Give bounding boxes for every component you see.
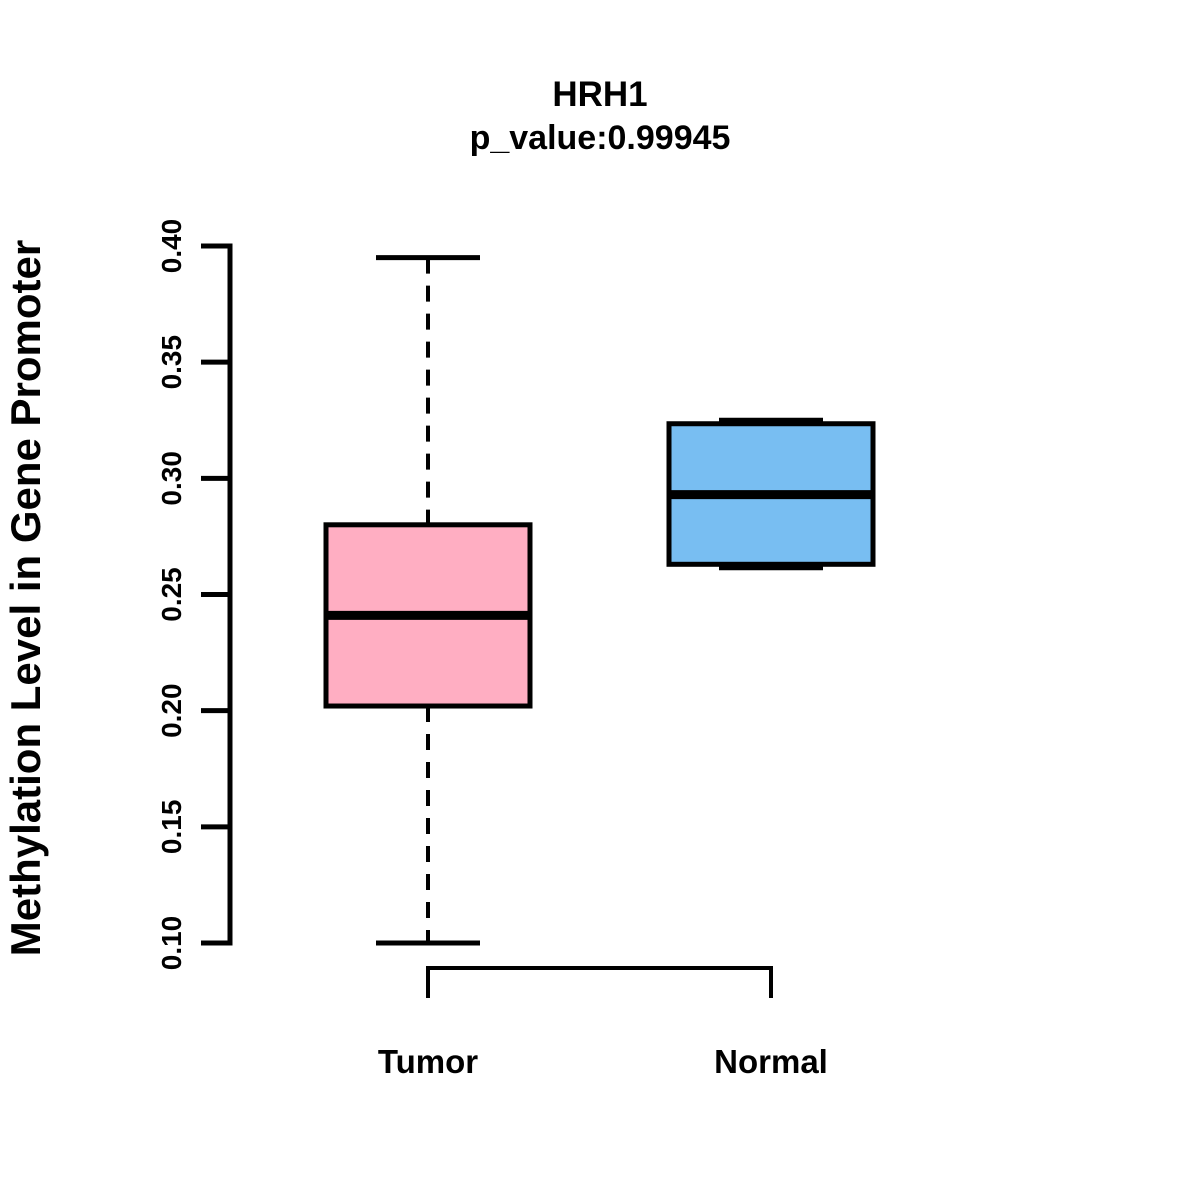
x-category-label-normal: Normal xyxy=(714,1043,828,1080)
y-tick-label: 0.25 xyxy=(156,567,187,622)
x-category-label-tumor: Tumor xyxy=(378,1043,478,1080)
y-axis: 0.10 0.15 0.20 0.25 0.30 0.35 0.40 xyxy=(156,219,233,971)
y-tick-label: 0.30 xyxy=(156,451,187,506)
box-group-tumor xyxy=(323,255,533,946)
x-axis: Tumor Normal xyxy=(378,966,828,1080)
y-axis-title: Methylation Level in Gene Promoter xyxy=(2,240,49,956)
chart-subtitle: p_value:0.99945 xyxy=(470,119,731,157)
box-series xyxy=(323,255,876,946)
y-tick-label: 0.15 xyxy=(156,800,187,855)
y-tick-label: 0.10 xyxy=(156,916,187,971)
box-group-normal xyxy=(666,417,876,571)
y-tick-label: 0.40 xyxy=(156,219,187,274)
x-axis-bracket xyxy=(426,966,773,998)
chart-title: HRH1 xyxy=(552,75,647,114)
y-tick-label: 0.35 xyxy=(156,335,187,390)
y-tick-label: 0.20 xyxy=(156,683,187,738)
